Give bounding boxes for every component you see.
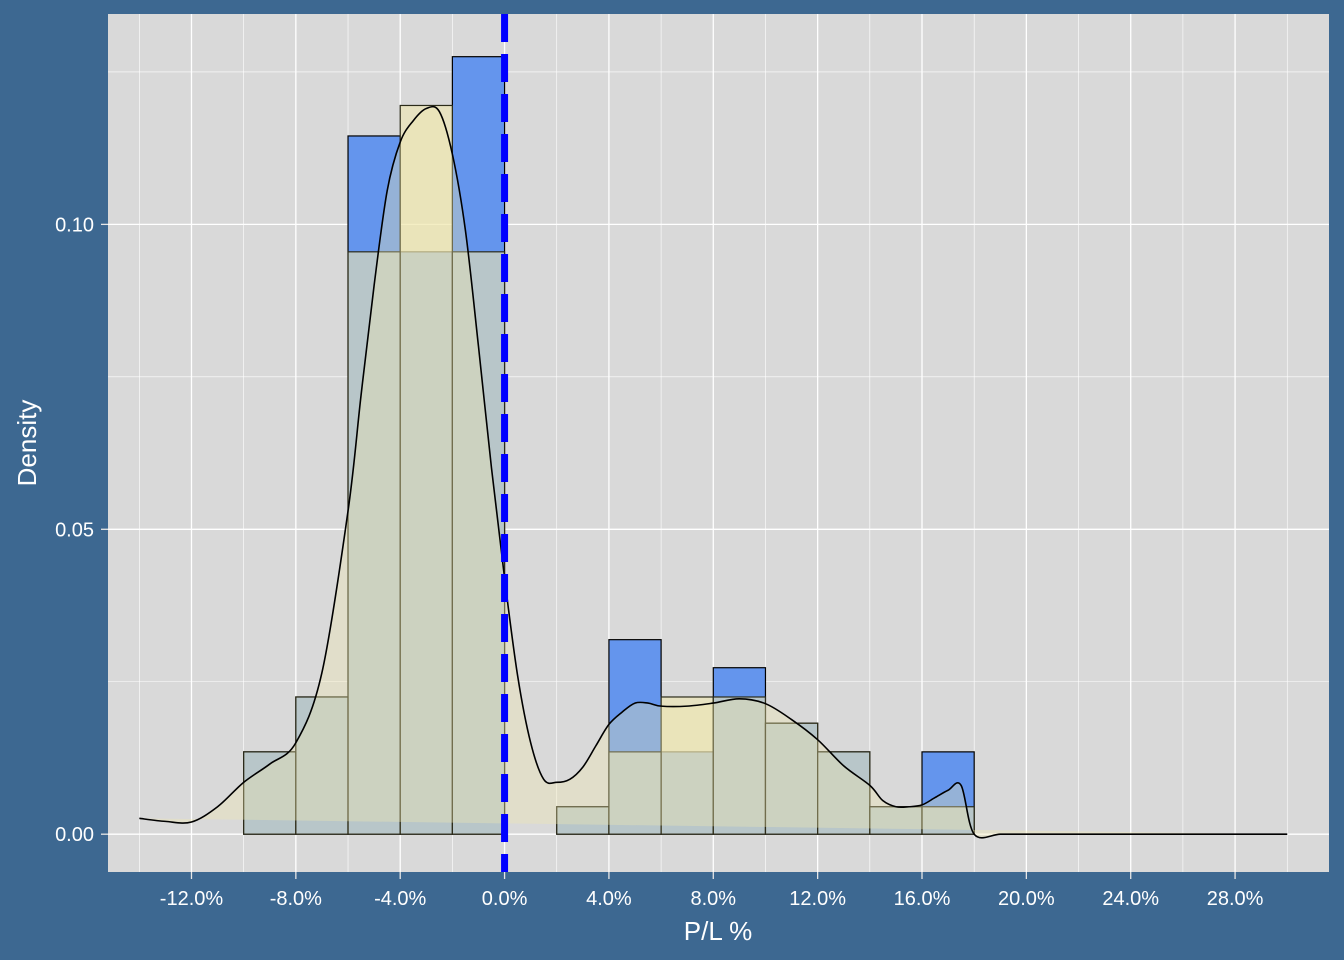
y-tick-label: 0.10: [55, 214, 94, 236]
x-tick-label: 16.0%: [894, 888, 951, 910]
x-axis-title: P/L %: [684, 916, 752, 946]
density-curve-fill: [139, 106, 1288, 838]
grid-minor: [108, 14, 1329, 872]
x-tick-label: 12.0%: [789, 888, 846, 910]
y-tick-label: 0.00: [55, 824, 94, 846]
x-tick-label: 4.0%: [586, 888, 632, 910]
density-curve: [139, 105, 1288, 839]
histogram-b-bar: [817, 751, 871, 835]
x-tick-label: 28.0%: [1207, 888, 1264, 910]
x-tick-label: -4.0%: [374, 888, 426, 910]
histogram-b-bar: [556, 806, 610, 835]
histogram-b-bar: [660, 696, 714, 835]
y-axis-title: Density: [12, 400, 42, 487]
x-axis-ticks: -12.0% -8.0% -4.0% 0.0% 4.0% 8.0% 12.0% 16.0% 20…: [160, 872, 1264, 910]
x-tick-label: -8.0%: [270, 888, 322, 910]
histogram-b-bar: [399, 104, 453, 835]
histogram-b: [243, 104, 975, 835]
x-tick-label: 8.0%: [690, 888, 736, 910]
y-axis-ticks: 0.00 0.05 0.10: [55, 214, 108, 846]
histogram-b-bar: [712, 696, 767, 835]
density-curve-layer: [139, 105, 1288, 839]
histogram-b-bar: [295, 696, 349, 835]
histogram-b-bar: [347, 251, 401, 835]
y-tick-label: 0.05: [55, 519, 94, 541]
x-tick-label: 24.0%: [1102, 888, 1159, 910]
x-tick-label: 20.0%: [998, 888, 1055, 910]
histogram-b-bar: [921, 806, 975, 835]
histogram-b-bar: [608, 751, 662, 835]
x-tick-label: -12.0%: [160, 888, 224, 910]
x-tick-label: 0.0%: [482, 888, 528, 910]
